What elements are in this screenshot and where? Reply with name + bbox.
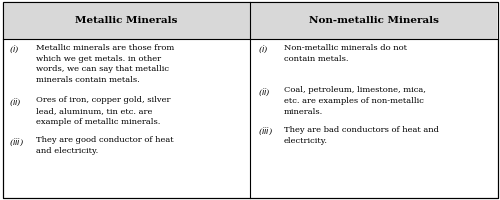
Text: Metallic Minerals: Metallic Minerals: [76, 16, 178, 25]
Text: ($i$): ($i$): [9, 44, 20, 55]
Text: They are good conductor of heat
and electricity.: They are good conductor of heat and elec…: [36, 136, 174, 155]
Text: ($iii$): ($iii$): [258, 126, 272, 137]
Text: ($ii$): ($ii$): [258, 86, 270, 98]
Text: ($ii$): ($ii$): [9, 96, 22, 108]
Text: Non-metallic minerals do not
contain metals.: Non-metallic minerals do not contain met…: [284, 44, 407, 63]
Text: Ores of iron, copper gold, silver
lead, aluminum, tin etc. are
example of metall: Ores of iron, copper gold, silver lead, …: [36, 96, 171, 126]
Text: Coal, petroleum, limestone, mica,
etc. are examples of non-metallic
minerals.: Coal, petroleum, limestone, mica, etc. a…: [284, 86, 426, 116]
Text: They are bad conductors of heat and
electricity.: They are bad conductors of heat and elec…: [284, 126, 439, 145]
Text: ($iii$): ($iii$): [9, 136, 24, 148]
Text: ($i$): ($i$): [258, 44, 268, 55]
Bar: [250, 2, 498, 39]
Bar: [2, 2, 250, 39]
Text: Non-metallic Minerals: Non-metallic Minerals: [309, 16, 439, 25]
Text: Metallic minerals are those from
which we get metals. in other
words, we can say: Metallic minerals are those from which w…: [36, 44, 175, 84]
